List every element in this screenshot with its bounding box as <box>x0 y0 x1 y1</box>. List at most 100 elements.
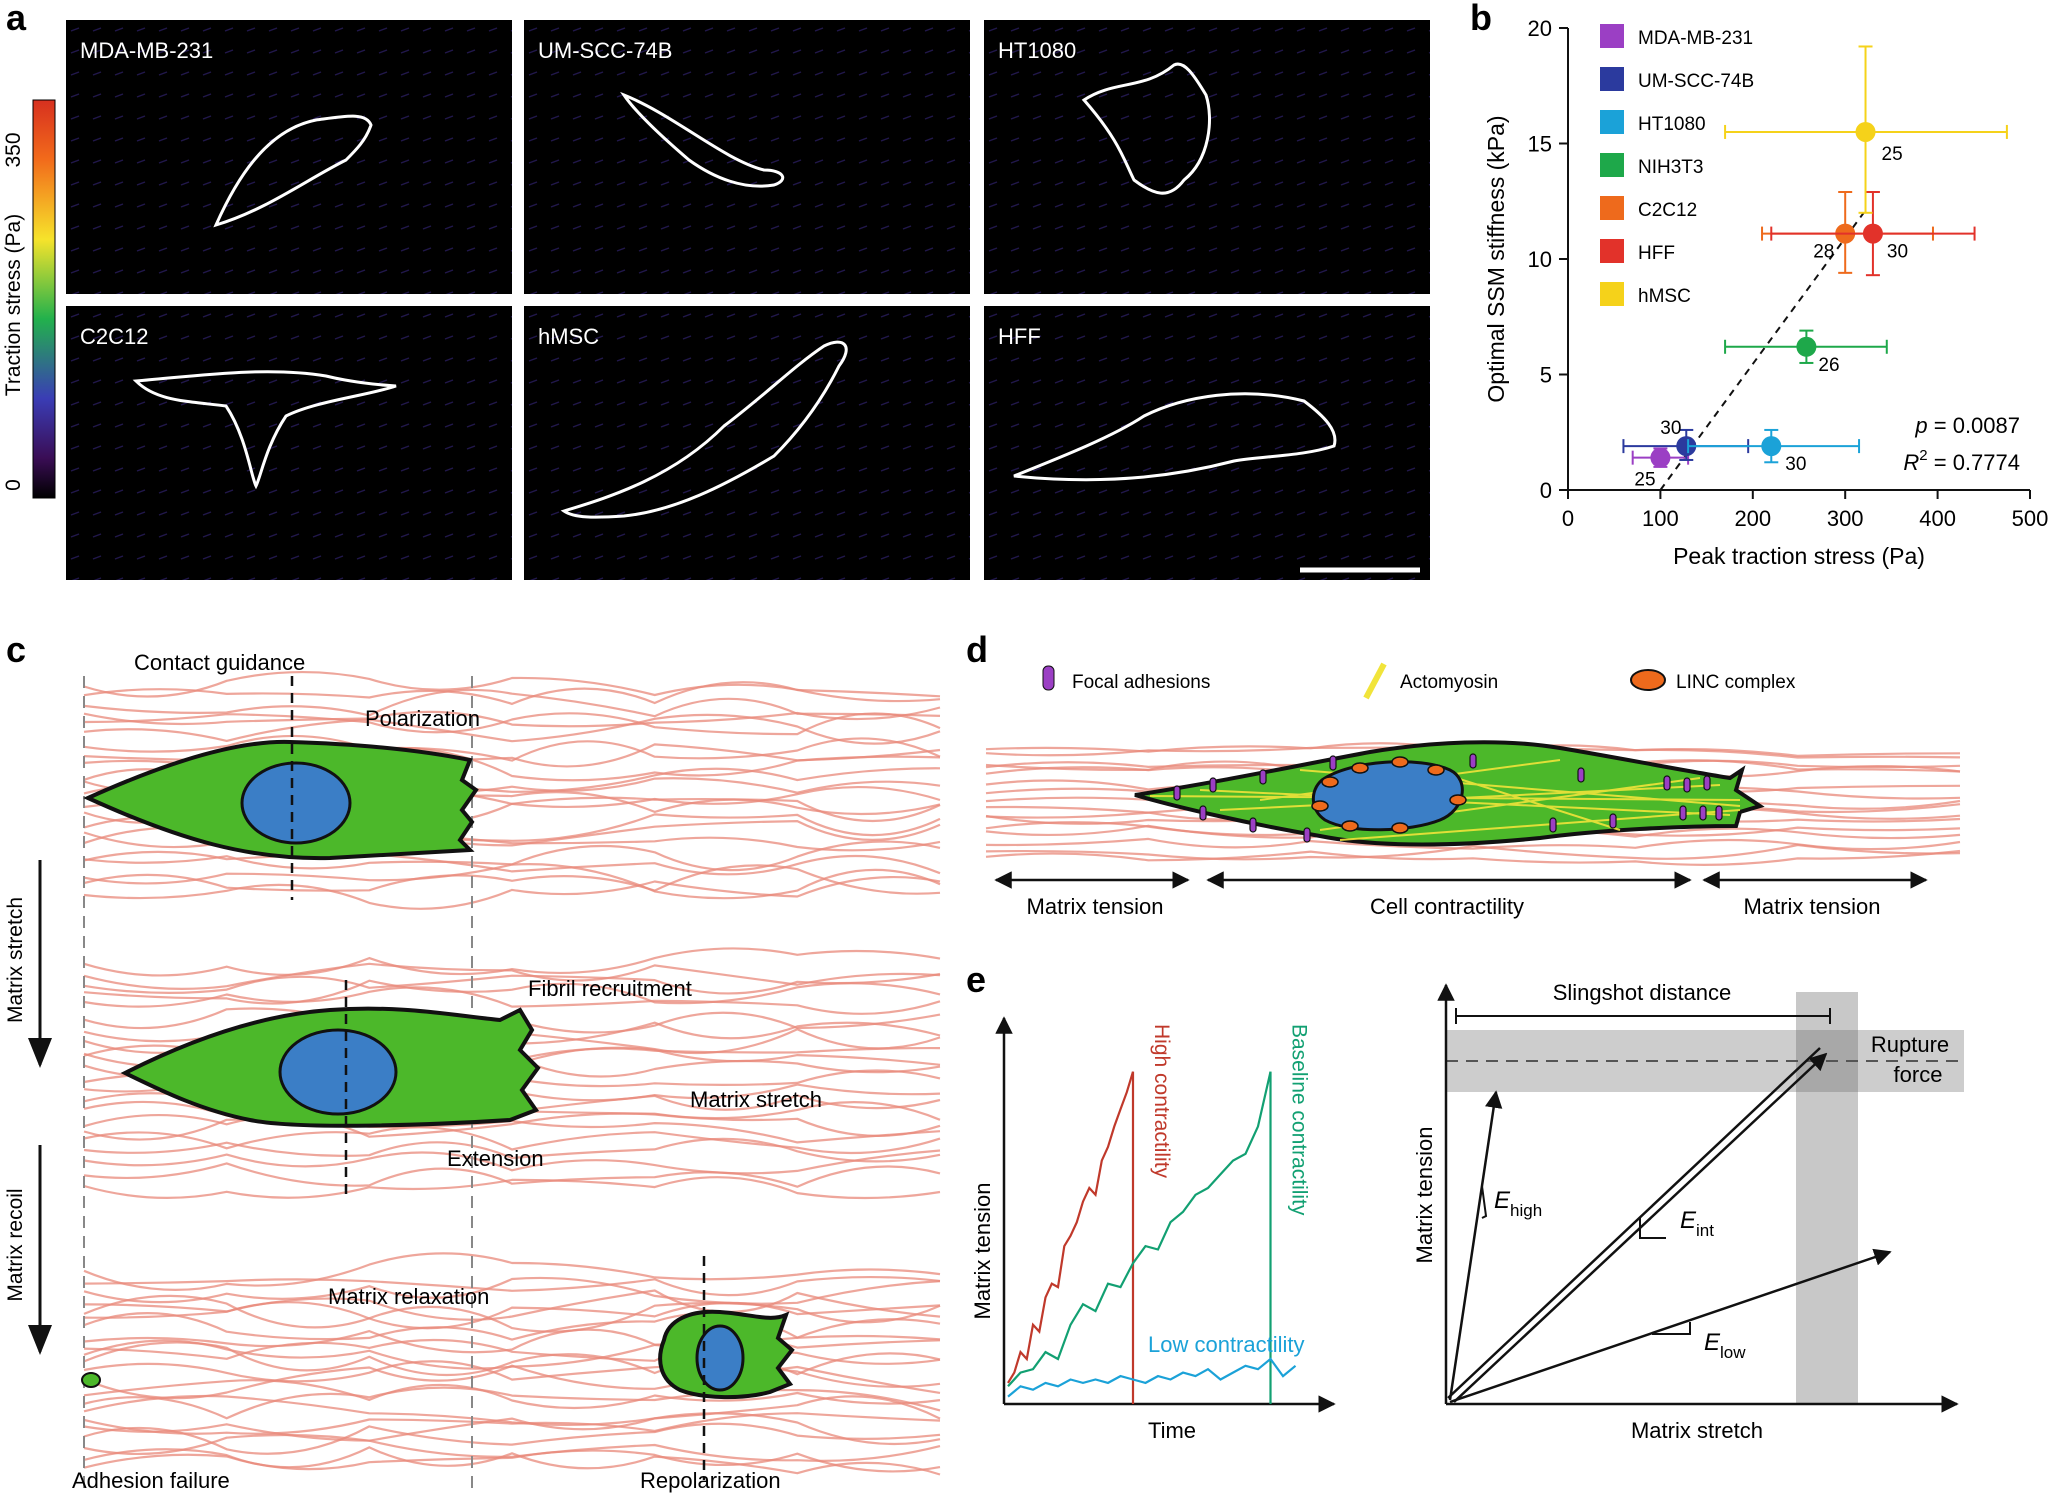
data-point <box>1676 436 1697 457</box>
panel-b: b 0 100 200 300 400 500 0 5 10 15 20 Peak traction … <box>1470 0 2048 569</box>
polarization-label: Polarization <box>365 706 480 731</box>
linc-legend-swatch <box>1630 669 1666 691</box>
cell-outline <box>1081 62 1212 195</box>
actomyosin-legend-swatch <box>1363 662 1387 700</box>
x-tick-label: 200 <box>1734 506 1771 531</box>
cell-outline <box>132 370 397 490</box>
y-tick-label: 10 <box>1528 247 1552 272</box>
legend-entry: hMSC <box>1638 286 1691 307</box>
sample-size-label: 25 <box>1634 470 1655 491</box>
e-low-arrow <box>1449 1248 1892 1404</box>
fiber <box>83 1118 941 1144</box>
traction-map-tile: hMSC <box>524 306 970 580</box>
legend-entry: HFF <box>1638 243 1675 264</box>
traction-map-tile: HT1080 <box>984 20 1430 294</box>
colorbar-max: 350 <box>2 132 25 167</box>
fiber <box>83 1386 941 1420</box>
x-tick-label: 0 <box>1562 506 1574 531</box>
slope-e-low <box>1652 1322 1691 1335</box>
cell-outline <box>560 340 848 519</box>
x-tick-label: 300 <box>1827 506 1864 531</box>
slope-e-int <box>1639 1218 1666 1239</box>
data-point <box>1796 336 1817 357</box>
e-high-label: Ehigh <box>1494 1187 1542 1220</box>
x-axis-label: Time <box>1148 1418 1196 1443</box>
legend-swatch <box>1600 110 1624 134</box>
fiber <box>83 1449 941 1473</box>
sample-size-label: 30 <box>1887 242 1908 263</box>
legend-swatch <box>1600 196 1624 220</box>
fiber <box>83 979 941 1005</box>
legend-entry: UM-SCC-74B <box>1638 71 1754 92</box>
legend-swatch <box>1600 67 1624 91</box>
r-squared: R2 = 0.7774 <box>1903 447 2020 475</box>
legend-swatch <box>1600 153 1624 177</box>
traction-vectors <box>984 20 1430 294</box>
e-int-label: Eint <box>1680 1207 1714 1240</box>
fiber <box>83 1422 941 1455</box>
legend-focal-adhesions: Focal adhesions <box>1072 672 1210 693</box>
panel-a: a Traction stress (Pa) 350 0 MDA-MB-231 U… <box>2 0 1430 580</box>
fiber <box>83 712 941 736</box>
fiber <box>83 1360 941 1388</box>
slingshot-schematic: Slingshot distance Rupture force Ehigh E… <box>1412 980 1964 1443</box>
colorbar-label: Traction stress (Pa) <box>2 214 25 396</box>
traction-map-tile: MDA-MB-231 <box>66 20 512 294</box>
e-high-arrow <box>1448 1090 1503 1401</box>
tile-label: C2C12 <box>80 324 148 349</box>
fiber <box>83 986 941 1015</box>
legend-swatch <box>1600 239 1624 263</box>
fiber <box>83 1252 941 1291</box>
traction-vectors <box>524 306 970 580</box>
contact-guidance-label: Contact guidance <box>134 650 305 675</box>
fiber <box>83 1412 941 1446</box>
e-low-label: Elow <box>1704 1329 1746 1362</box>
series-line <box>1007 1071 1272 1388</box>
rupture-label-1: Rupture <box>1871 1032 1949 1057</box>
cell-polarized <box>83 676 479 900</box>
cell-d <box>1134 740 1765 847</box>
focal-adhesion-legend-swatch <box>1042 665 1055 691</box>
x-tick-label: 100 <box>1642 506 1679 531</box>
sample-size-label: 30 <box>1660 418 1681 439</box>
series-label: Low contractility <box>1148 1332 1305 1357</box>
rupture-label-2: force <box>1894 1062 1943 1087</box>
adhesion-failure-label: Adhesion failure <box>72 1468 230 1493</box>
cell-outline <box>1013 392 1337 482</box>
sample-size-label: 30 <box>1785 454 1806 475</box>
fiber <box>83 1162 941 1188</box>
traction-vectors <box>524 20 970 294</box>
cell-contractility-label: Cell contractility <box>1370 894 1524 919</box>
x-axis-label: Peak traction stress (Pa) <box>1673 543 1925 569</box>
cell-extending <box>120 980 541 1200</box>
data-point <box>1862 223 1883 244</box>
traction-vectors <box>984 306 1430 580</box>
schematic-y-label: Matrix tension <box>1412 1127 1437 1264</box>
fiber <box>83 972 941 995</box>
fiber <box>83 1379 941 1410</box>
nucleus <box>278 1028 398 1116</box>
traction-map-tile: HFF <box>984 306 1430 580</box>
sample-size-label: 26 <box>1818 355 1839 376</box>
fiber <box>83 1341 941 1377</box>
matrix-recoil-side-label: Matrix recoil <box>4 1188 27 1301</box>
legend-entry: NIH3T3 <box>1638 157 1703 178</box>
panel-letter-b: b <box>1470 0 1492 38</box>
cell-repolarized <box>81 1256 795 1480</box>
fiber <box>83 863 941 900</box>
panel-d: d Focal adhesions Actomyosin LINC comple… <box>966 629 1961 919</box>
data-point <box>1855 121 1876 142</box>
y-axis-label: Optimal SSM stiffness (kPa) <box>1483 115 1509 402</box>
fiber <box>83 1394 941 1427</box>
traction-map-tile: UM-SCC-74B <box>524 20 970 294</box>
fiber <box>83 1126 941 1155</box>
panel-letter-d: d <box>966 629 988 670</box>
tile-label: MDA-MB-231 <box>80 38 213 63</box>
fiber <box>83 734 941 762</box>
repolarization-label: Repolarization <box>640 1468 781 1493</box>
matrix-stretch-label: Matrix stretch <box>690 1087 822 1112</box>
fiber <box>83 1301 941 1330</box>
fiber <box>83 875 941 910</box>
x-tick-label: 400 <box>1919 506 1956 531</box>
tile-label: HT1080 <box>998 38 1076 63</box>
